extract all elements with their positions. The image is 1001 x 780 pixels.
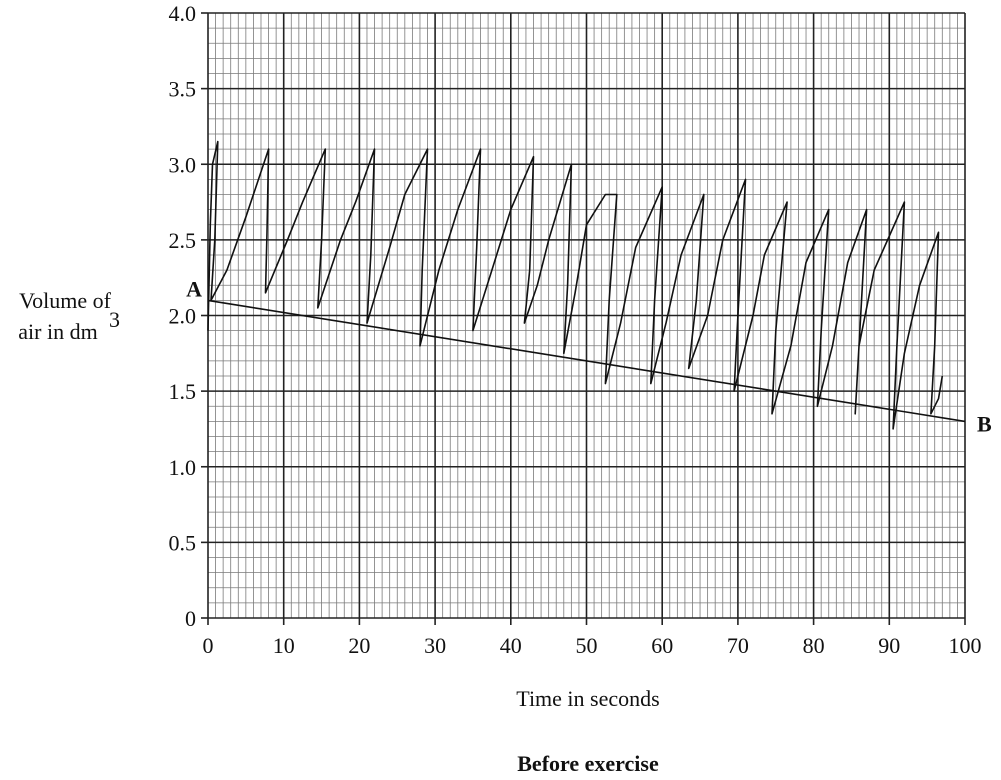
point-label-a: A (186, 276, 202, 301)
annotations-group: AB (186, 276, 992, 436)
x-tick-label: 30 (424, 633, 446, 658)
x-tick-label: 10 (273, 633, 295, 658)
y-axis-ticks: 0 0.5 1.0 1.5 2.0 2.5 3.0 3.5 4.0 (169, 1, 208, 631)
y-tick-label: 4.0 (169, 1, 197, 26)
x-tick-label: 60 (651, 633, 673, 658)
x-tick-label: 100 (949, 633, 982, 658)
x-tick-label: 90 (878, 633, 900, 658)
x-tick-label: 40 (500, 633, 522, 658)
y-axis-title-line2: air in dm (18, 319, 97, 344)
y-tick-label: 1.0 (169, 455, 197, 480)
breathing-trace-line (207, 140, 944, 430)
y-axis-title-superscript: 3 (109, 307, 120, 332)
x-axis-ticks: 0 10 20 30 40 50 60 70 80 90 100 (203, 618, 982, 658)
x-axis-title: Time in seconds (516, 686, 659, 711)
point-label-b: B (977, 411, 992, 436)
y-tick-label: 3.5 (169, 77, 197, 102)
x-tick-label: 50 (576, 633, 598, 658)
trend-line-a-to-b (207, 299, 966, 423)
y-tick-label: 2.5 (169, 228, 197, 253)
y-tick-label: 1.5 (169, 379, 197, 404)
chart-caption: Before exercise (517, 751, 659, 776)
y-tick-label: 3.0 (169, 152, 197, 177)
y-tick-label: 0 (185, 606, 196, 631)
x-tick-label: 80 (803, 633, 825, 658)
y-tick-label: 2.0 (169, 304, 197, 329)
series-group (207, 140, 966, 430)
y-tick-label: 0.5 (169, 530, 197, 555)
x-tick-label: 20 (348, 633, 370, 658)
y-axis-title-line1: Volume of (19, 288, 112, 313)
x-tick-label: 0 (203, 633, 214, 658)
x-tick-label: 70 (727, 633, 749, 658)
